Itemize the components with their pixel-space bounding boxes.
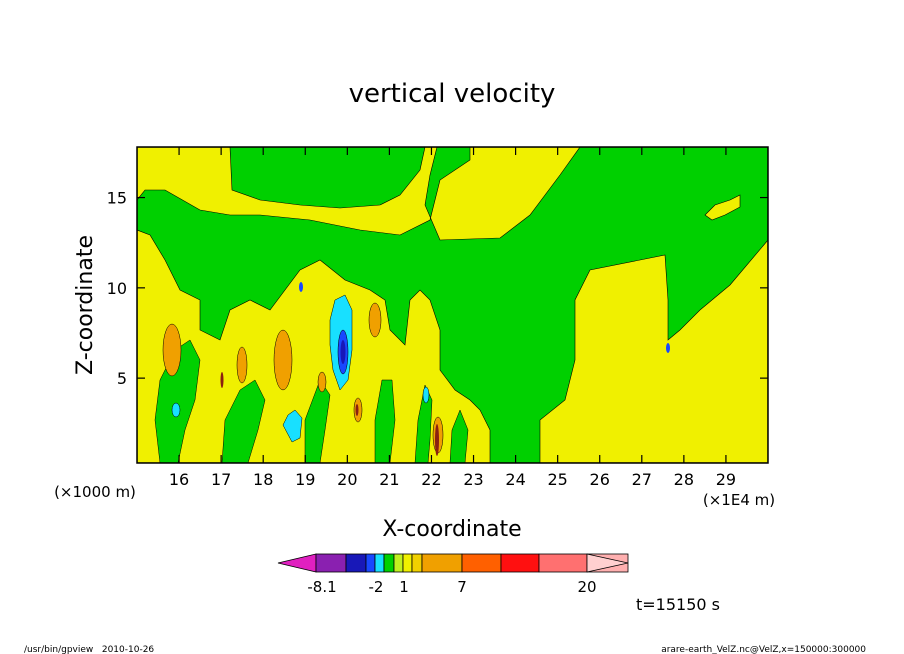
y-tick-label: 5: [117, 369, 127, 388]
x-tick-label: 27: [632, 470, 652, 489]
x-tick-label: 23: [463, 470, 483, 489]
footer-left: /usr/bin/gpview 2010-10-26: [24, 645, 154, 654]
colorbar-tick-label: -8.1: [307, 578, 336, 596]
plot-area: [137, 147, 768, 463]
colorbar-cell: [365, 553, 376, 573]
colorbar-tick-label: 20: [577, 578, 596, 596]
contour-fill-green-streak-3: [304, 379, 331, 463]
contour-fill-yellow-upper-left: [137, 147, 581, 241]
x-tick-label: 20: [337, 470, 357, 489]
contour-fill-green-streak-6: [449, 409, 469, 463]
contour-fill-navy-1: [340, 340, 346, 364]
x-tick-label: 22: [421, 470, 441, 489]
x-tick-label: 24: [505, 470, 525, 489]
contour-fill-cyan-4: [422, 386, 430, 404]
contour-fill-green-streak-4: [374, 379, 396, 463]
colorbar-tick-label: 1: [399, 578, 409, 596]
contour-fill-yellow-lower: [137, 229, 491, 463]
colorbar-cell: [277, 553, 317, 573]
y-ticks: 5 10 15: [107, 189, 768, 388]
x-axis-label: X-coordinate: [382, 517, 521, 542]
colorbar-cell: [586, 553, 629, 573]
time-label: t=15150 s: [636, 595, 720, 614]
contour-fill-green-streak-2: [221, 379, 266, 463]
colorbar-cell: [538, 553, 588, 573]
x-tick-label: 17: [211, 470, 231, 489]
plot-frame: [136, 146, 769, 464]
contour-fill-darkcell-3: [355, 404, 359, 416]
contour-fill-orange-5: [317, 371, 327, 393]
x-axis-unit: (×1E4 m): [703, 491, 775, 509]
colorbar-cell: [500, 553, 540, 573]
contour-fill-blue-3: [666, 343, 670, 353]
y-axis-label: Z-coordinate: [73, 235, 98, 375]
y-axis-unit: (×1000 m): [54, 483, 136, 501]
x-tick-label: 16: [169, 470, 189, 489]
x-tick-label: 18: [253, 470, 273, 489]
contour-fill-blue-2: [299, 282, 303, 292]
contour-fill-orange-1: [162, 323, 182, 377]
contour-fill-green-streak-1: [154, 339, 201, 463]
contour-fill-orange-4: [236, 346, 248, 384]
contour-fill-yellow-right: [539, 239, 768, 463]
contour-fill-green-streak-5: [414, 384, 433, 463]
colorbar-cell: [345, 553, 367, 573]
x-tick-label: 21: [379, 470, 399, 489]
contour-fill-darkcell-1: [435, 424, 439, 456]
colorbar-cell: [411, 553, 423, 573]
colorbar-tick-label: 7: [457, 578, 467, 596]
colorbar-cell: [421, 553, 463, 573]
contour-fill-yellow-small: [704, 194, 741, 221]
colorbar-cell: [374, 553, 385, 573]
colorbar-cell: [383, 553, 395, 573]
x-tick-label: 25: [547, 470, 567, 489]
contour-fill-orange-2: [273, 329, 293, 391]
colorbar-cell: [393, 553, 404, 573]
contour-fill-darkcell-2: [220, 372, 224, 388]
y-tick-label: 15: [107, 189, 127, 208]
x-tick-label: 28: [674, 470, 694, 489]
colorbar-tick-label: -2: [369, 578, 384, 596]
chart-title: vertical velocity: [349, 79, 556, 109]
footer-right: arare-earth_VelZ.nc@VelZ,x=150000:300000: [661, 645, 866, 654]
x-tick-label: 29: [716, 470, 736, 489]
contour-fill-orange-3: [368, 302, 382, 338]
x-tick-label: 26: [590, 470, 610, 489]
colorbar-cell: [402, 553, 413, 573]
contour-fill-cyan-3: [171, 402, 181, 418]
x-tick-label: 19: [295, 470, 315, 489]
x-ticks: 16 17 18 19 20 21 22 23 24 25 26 27 28 29: [169, 147, 736, 489]
contour-fill-cyan-2: [282, 409, 303, 443]
y-tick-label: 10: [107, 279, 127, 298]
colorbar: -8.1 -2 1 7 20: [277, 553, 629, 596]
colorbar-cell: [461, 553, 502, 573]
colorbar-cell: [315, 553, 347, 573]
